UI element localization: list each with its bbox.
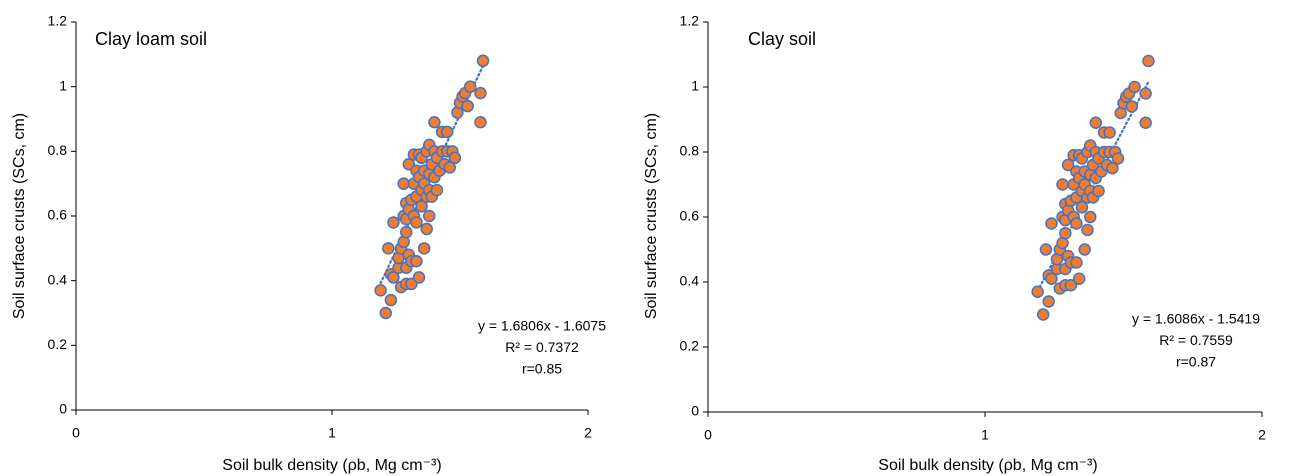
scatter-point (410, 216, 423, 229)
y-tick-label: 0.4 (680, 273, 700, 289)
y-tick-label: 0.8 (48, 142, 68, 158)
annotation: y = 1.6806x - 1.6075 (478, 318, 606, 334)
chart-title: Clay soil (748, 29, 816, 49)
y-tick-label: 1.2 (48, 13, 68, 29)
scatter-point (1042, 295, 1055, 308)
scatter-point (387, 216, 400, 229)
scatter-point (1039, 243, 1053, 256)
x-tick-label: 1 (981, 427, 989, 443)
y-tick-label: 1 (59, 77, 67, 93)
scatter-point (1061, 158, 1075, 172)
annotation: r=0.85 (522, 361, 562, 377)
scatter-point (417, 242, 431, 255)
scatter-point (476, 54, 490, 68)
scatter-point (1045, 272, 1058, 285)
y-tick-label: 0.4 (48, 271, 68, 287)
scatter-point (379, 306, 393, 320)
y-tick-label: 1.2 (680, 13, 700, 29)
y-tick-label: 1 (691, 78, 699, 94)
scatter-point (397, 177, 410, 190)
scatter-point (1072, 272, 1086, 285)
scatter-point (440, 125, 454, 139)
scatter-point (1139, 116, 1152, 129)
scatter-point (384, 293, 398, 307)
scatter-point (374, 284, 387, 297)
x-tick-label: 1 (328, 425, 336, 441)
scatter-point (1103, 126, 1116, 139)
scatter-point (399, 225, 413, 239)
scatter-point (1036, 308, 1050, 321)
scatter-point (1111, 152, 1125, 165)
scatter-point (1128, 80, 1141, 94)
scatter-point (423, 209, 436, 223)
x-tick-label: 2 (1258, 427, 1266, 443)
x-tick-label: 0 (72, 425, 80, 441)
y-tick-label: 0 (691, 403, 699, 419)
scatter-point (463, 80, 477, 93)
scatter-point (1070, 256, 1083, 269)
scatter-point (443, 161, 457, 174)
scatter-point (1084, 210, 1097, 224)
chart-title: Clay loam soil (95, 29, 207, 49)
scatter-point (1059, 227, 1072, 240)
scatter-point (1064, 279, 1078, 292)
scatter-point (410, 255, 423, 268)
scatter-point (1089, 116, 1103, 129)
scatter-point (412, 271, 426, 284)
x-axis-label: Soil bulk density (ρb, Mg cm⁻³) (878, 457, 1097, 474)
scatter-point (387, 271, 400, 284)
x-axis-label: Soil bulk density (ρb, Mg cm⁻³) (222, 457, 441, 474)
scatter-point (474, 86, 487, 100)
scatter-point (1031, 285, 1044, 298)
scatter-point (415, 200, 428, 213)
scatter-point (1125, 100, 1139, 113)
x-tick-label: 2 (584, 425, 592, 441)
scatter-point (1078, 243, 1091, 256)
scatter-point (1070, 217, 1083, 230)
scatter-point (474, 115, 487, 129)
y-tick-label: 0 (59, 401, 67, 417)
scatter-point (1092, 184, 1105, 198)
scatter-point (1081, 223, 1094, 237)
annotation: r=0.87 (1176, 354, 1216, 370)
annotation: y = 1.6086x - 1.5419 (1132, 311, 1260, 327)
scatter-point (1139, 87, 1152, 100)
y-tick-label: 0.2 (48, 336, 68, 352)
y-axis-label: Soil surface crusts (SCs, cm) (11, 113, 28, 319)
scatter-point (382, 242, 395, 255)
scatter-point (448, 151, 462, 165)
y-axis-label: Soil surface crusts (SCs, cm) (643, 113, 660, 319)
y-tick-label: 0.2 (680, 338, 700, 354)
y-tick-label: 0.6 (48, 207, 68, 223)
scatter-point (1056, 178, 1069, 191)
scatter-point (1142, 54, 1155, 68)
annotation: R² = 0.7559 (1159, 332, 1233, 348)
scatter-point (420, 222, 433, 236)
y-tick-label: 0.6 (680, 208, 700, 224)
scatter-point (1106, 162, 1119, 175)
scatter-point (461, 99, 474, 113)
annotation: R² = 0.7372 (505, 339, 579, 355)
y-tick-label: 0.8 (680, 143, 700, 159)
x-tick-label: 0 (704, 427, 712, 443)
scatter-point (1045, 217, 1058, 230)
scatter-point (428, 115, 441, 129)
scatter-point (1075, 201, 1089, 214)
scatter-point (430, 183, 444, 197)
